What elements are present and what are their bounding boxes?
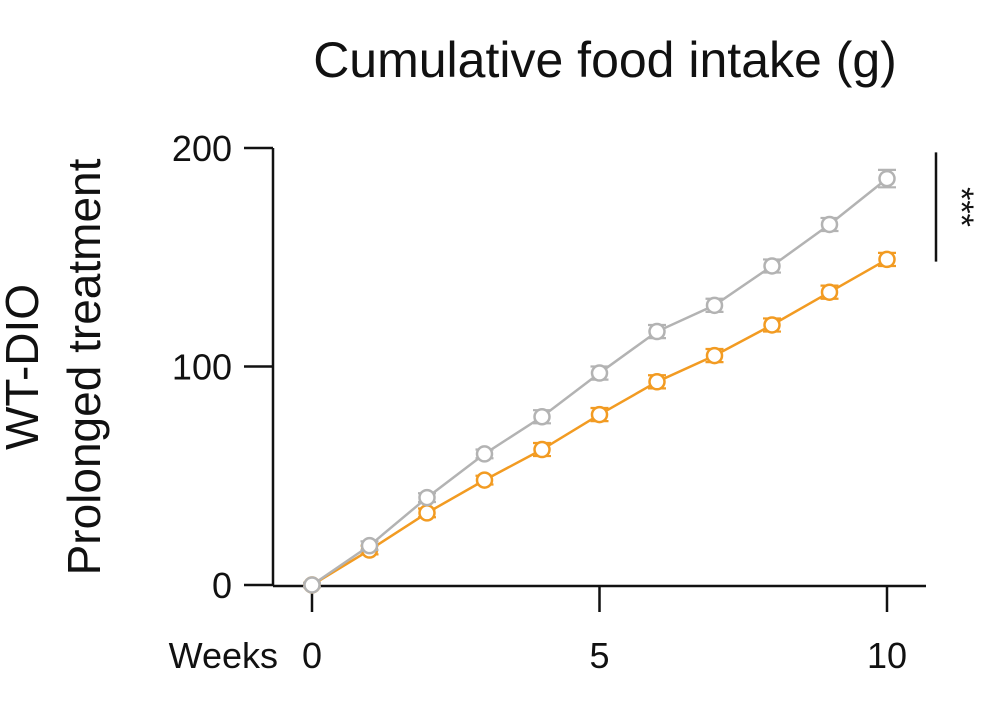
x-tick-label: 5 <box>589 635 609 676</box>
data-point <box>475 445 494 463</box>
data-point <box>820 283 839 301</box>
data-series-1 <box>303 250 896 594</box>
significance-bracket: *** <box>934 152 980 262</box>
chart-title: Cumulative food intake (g) <box>313 32 897 88</box>
data-point <box>878 250 896 269</box>
y-tick-label: 0 <box>212 565 232 606</box>
y-tick-label: 100 <box>172 347 232 388</box>
data-point <box>418 504 436 522</box>
data-point <box>820 215 839 234</box>
data-point <box>533 440 551 459</box>
data-point <box>705 346 724 365</box>
data-point <box>763 316 781 334</box>
x-tick-label: 0 <box>302 635 322 676</box>
data-point <box>878 169 896 188</box>
data-point <box>648 373 666 391</box>
y-axis-label-line1: WT-DIO <box>0 284 48 450</box>
data-point <box>303 576 321 594</box>
y-axis-label-line2: Prolonged treatment <box>58 158 110 575</box>
data-point <box>648 322 666 341</box>
x-axis-ticks: 0 5 10 <box>302 586 907 676</box>
x-axis-label: Weeks <box>169 635 278 676</box>
data-point <box>590 405 609 424</box>
data-point <box>533 408 551 426</box>
data-point <box>705 296 724 315</box>
data-point <box>590 364 609 382</box>
series-layer <box>303 168 896 594</box>
significance-stars: *** <box>942 187 980 227</box>
y-tick-label: 200 <box>172 128 232 169</box>
data-point <box>763 257 781 275</box>
x-tick-label: 10 <box>867 635 907 676</box>
y-axis-ticks: 0 100 200 <box>172 128 273 606</box>
data-series-0 <box>303 168 896 594</box>
data-point <box>475 471 494 489</box>
data-point <box>360 536 379 555</box>
data-point <box>418 488 436 507</box>
